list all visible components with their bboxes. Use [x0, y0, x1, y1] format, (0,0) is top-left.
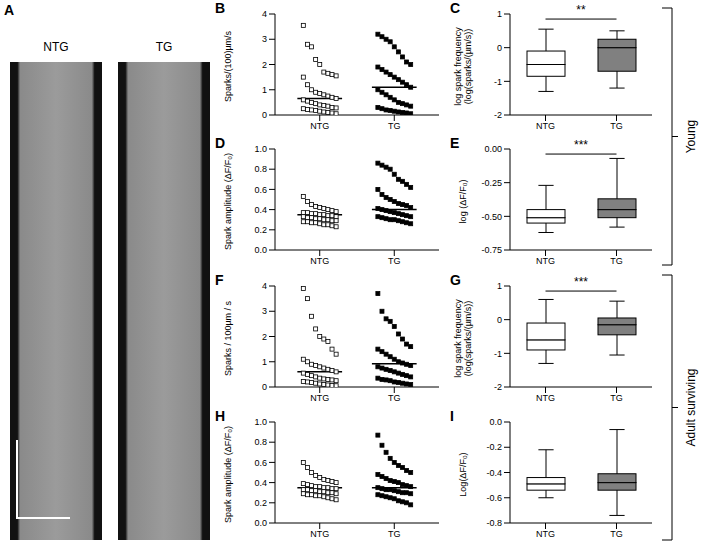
svg-text:3: 3 — [262, 34, 267, 44]
svg-text:-2: -2 — [494, 382, 502, 392]
html-text:Sparks / 100µm / s: Sparks / 100µm / s — [223, 300, 233, 377]
svg-text:TG: TG — [610, 121, 623, 131]
svg-text:NTG: NTG — [536, 393, 555, 403]
svg-text:NTG: NTG — [310, 121, 329, 131]
html-text:E: E — [450, 135, 460, 151]
svg-text:4: 4 — [262, 9, 267, 19]
svg-text:0.6: 0.6 — [254, 458, 267, 468]
html-text:C: C — [450, 0, 461, 16]
svg-text:TG: TG — [388, 393, 401, 403]
svg-text:***: *** — [574, 138, 588, 152]
html-text:TG: TG — [155, 40, 173, 54]
svg-text:-0.50: -0.50 — [481, 212, 502, 222]
svg-text:NTG: NTG — [310, 393, 329, 403]
html-text:Spark amplitude (ΔF/F₀): Spark amplitude (ΔF/F₀) — [223, 153, 233, 250]
svg-text:-0.6: -0.6 — [486, 493, 502, 503]
html-text:log spark frequency: log spark frequency — [453, 27, 463, 106]
html-text:Log(ΔF/F₀): Log(ΔF/F₀) — [458, 452, 468, 497]
html-text:Sparks/(100)µm/s: Sparks/(100)µm/s — [223, 30, 233, 103]
svg-text:0: 0 — [262, 382, 267, 392]
html-text:B: B — [215, 0, 226, 16]
svg-text:-0.25: -0.25 — [481, 178, 502, 188]
svg-text:0.0: 0.0 — [254, 245, 267, 255]
html-text:D: D — [215, 135, 226, 151]
svg-text:Adult surviving: Adult surviving — [684, 368, 698, 446]
svg-text:NTG: NTG — [536, 256, 555, 266]
svg-text:0.6: 0.6 — [254, 185, 267, 195]
svg-text:TG: TG — [610, 529, 623, 539]
svg-text:0: 0 — [497, 315, 502, 325]
html-text:log spark frequency: log spark frequency — [453, 299, 463, 378]
svg-text:0.00: 0.00 — [484, 144, 502, 154]
svg-text:0.4: 0.4 — [254, 478, 267, 488]
svg-text:2: 2 — [262, 332, 267, 342]
svg-text:0.0: 0.0 — [254, 518, 267, 528]
html-text:F: F — [215, 272, 224, 288]
svg-text:1: 1 — [262, 357, 267, 367]
svg-text:-0.8: -0.8 — [486, 518, 502, 528]
svg-text:0: 0 — [262, 110, 267, 120]
svg-text:NTG: NTG — [536, 121, 555, 131]
html-text:NTG: NTG — [43, 40, 69, 54]
svg-text:3: 3 — [262, 306, 267, 316]
html-text:G: G — [450, 272, 461, 288]
svg-text:NTG: NTG — [536, 529, 555, 539]
svg-text:-0.2: -0.2 — [486, 442, 502, 452]
svg-text:NTG: NTG — [310, 529, 329, 539]
svg-text:-1: -1 — [494, 349, 502, 359]
svg-text:2: 2 — [262, 60, 267, 70]
svg-text:0.4: 0.4 — [254, 205, 267, 215]
svg-text:0: 0 — [497, 43, 502, 53]
svg-text:1.0: 1.0 — [254, 144, 267, 154]
svg-text:1: 1 — [262, 85, 267, 95]
svg-text:-2: -2 — [494, 110, 502, 120]
svg-text:0.2: 0.2 — [254, 498, 267, 508]
html-text:I: I — [450, 408, 454, 424]
svg-text:TG: TG — [388, 256, 401, 266]
svg-text:4: 4 — [262, 281, 267, 291]
svg-text:**: ** — [576, 3, 586, 17]
html-text:A: A — [4, 2, 15, 18]
svg-text:TG: TG — [610, 393, 623, 403]
html-text:Spark amplitude (ΔF/F₀): Spark amplitude (ΔF/F₀) — [223, 426, 233, 523]
html-text:(log(sparks/(µm/s)): (log(sparks/(µm/s)) — [463, 28, 473, 105]
svg-text:TG: TG — [388, 121, 401, 131]
html-text:log (ΔF/F₀): log (ΔF/F₀) — [458, 179, 468, 224]
svg-text:***: *** — [574, 275, 588, 289]
svg-text:0.2: 0.2 — [254, 225, 267, 235]
svg-text:1: 1 — [497, 9, 502, 19]
svg-text:1.0: 1.0 — [254, 417, 267, 427]
svg-text:-0.75: -0.75 — [481, 245, 502, 255]
svg-text:TG: TG — [610, 256, 623, 266]
html-text:(log(sparks/(µm/s)): (log(sparks/(µm/s)) — [463, 300, 473, 377]
svg-text:0.8: 0.8 — [254, 164, 267, 174]
svg-text:-0.4: -0.4 — [486, 468, 502, 478]
svg-text:0.0: 0.0 — [489, 417, 502, 427]
svg-text:NTG: NTG — [310, 256, 329, 266]
svg-text:Young: Young — [684, 120, 698, 154]
svg-text:0.8: 0.8 — [254, 437, 267, 447]
svg-text:-1: -1 — [494, 77, 502, 87]
svg-text:TG: TG — [388, 529, 401, 539]
svg-text:1: 1 — [497, 281, 502, 291]
html-text:H: H — [215, 408, 226, 424]
